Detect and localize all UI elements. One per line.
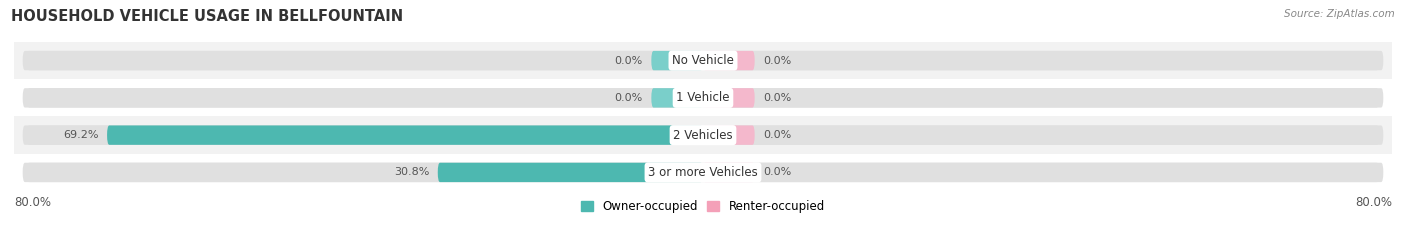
- Text: 2 Vehicles: 2 Vehicles: [673, 129, 733, 142]
- FancyBboxPatch shape: [27, 125, 1379, 145]
- Text: Source: ZipAtlas.com: Source: ZipAtlas.com: [1284, 9, 1395, 19]
- Text: 0.0%: 0.0%: [614, 56, 643, 65]
- Text: 0.0%: 0.0%: [614, 93, 643, 103]
- Bar: [14, 42, 1392, 79]
- FancyBboxPatch shape: [22, 88, 1384, 108]
- Legend: Owner-occupied, Renter-occupied: Owner-occupied, Renter-occupied: [576, 195, 830, 218]
- Bar: [14, 116, 1392, 154]
- Text: 30.8%: 30.8%: [394, 168, 429, 177]
- Text: 0.0%: 0.0%: [763, 130, 792, 140]
- Text: HOUSEHOLD VEHICLE USAGE IN BELLFOUNTAIN: HOUSEHOLD VEHICLE USAGE IN BELLFOUNTAIN: [11, 9, 404, 24]
- Bar: [14, 79, 1392, 116]
- Text: No Vehicle: No Vehicle: [672, 54, 734, 67]
- FancyBboxPatch shape: [703, 51, 755, 70]
- FancyBboxPatch shape: [703, 125, 755, 145]
- FancyBboxPatch shape: [651, 51, 703, 70]
- FancyBboxPatch shape: [437, 163, 703, 182]
- Text: 0.0%: 0.0%: [763, 168, 792, 177]
- FancyBboxPatch shape: [27, 88, 1379, 108]
- Bar: [14, 154, 1392, 191]
- FancyBboxPatch shape: [27, 163, 1379, 182]
- FancyBboxPatch shape: [27, 51, 1379, 70]
- Text: 3 or more Vehicles: 3 or more Vehicles: [648, 166, 758, 179]
- FancyBboxPatch shape: [651, 88, 703, 108]
- FancyBboxPatch shape: [22, 51, 1384, 70]
- Text: 1 Vehicle: 1 Vehicle: [676, 91, 730, 104]
- Text: 80.0%: 80.0%: [1355, 195, 1392, 209]
- FancyBboxPatch shape: [703, 88, 755, 108]
- FancyBboxPatch shape: [107, 125, 703, 145]
- Text: 0.0%: 0.0%: [763, 93, 792, 103]
- FancyBboxPatch shape: [703, 163, 755, 182]
- Text: 69.2%: 69.2%: [63, 130, 98, 140]
- FancyBboxPatch shape: [22, 125, 1384, 145]
- Text: 0.0%: 0.0%: [763, 56, 792, 65]
- FancyBboxPatch shape: [22, 163, 1384, 182]
- Text: 80.0%: 80.0%: [14, 195, 51, 209]
